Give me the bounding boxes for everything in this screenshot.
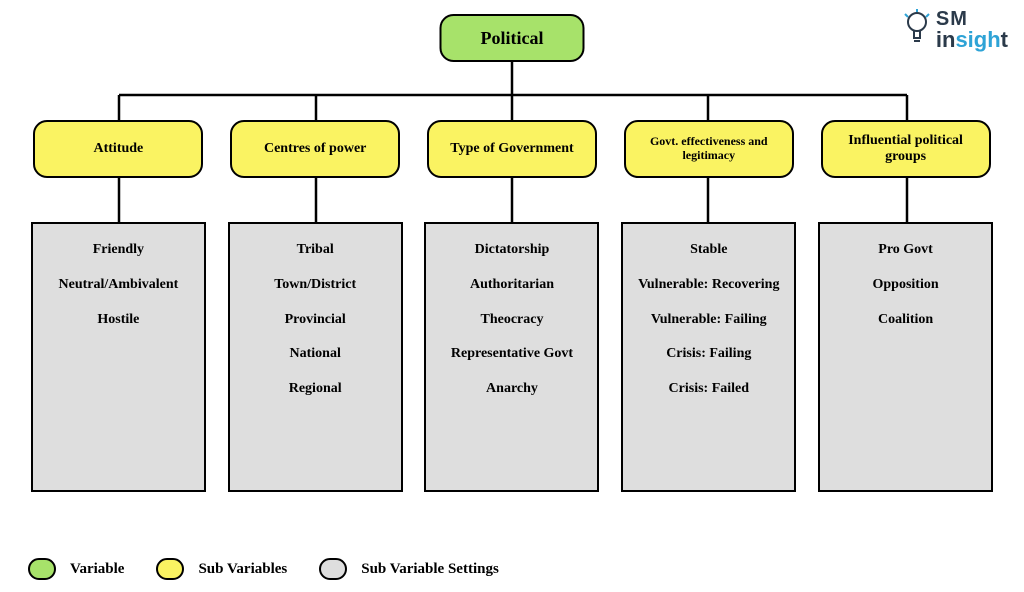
setting-item: Coalition: [826, 312, 985, 329]
logo-text-bottom: insight: [936, 29, 1008, 51]
branch-type-of-government: Type of Government Dictatorship Authorita…: [424, 120, 601, 492]
setting-item: Town/District: [236, 277, 395, 294]
setting-item: Stable: [629, 242, 788, 259]
legend-label: Variable: [70, 561, 124, 578]
legend-label: Sub Variable Settings: [361, 561, 499, 578]
setting-item: Theocracy: [432, 312, 591, 329]
subvariable-node: Govt. effectiveness and legitimacy: [624, 120, 794, 178]
setting-item: Crisis: Failing: [629, 346, 788, 363]
setting-item: Hostile: [39, 312, 198, 329]
logo-text-top: SM: [936, 9, 1008, 29]
subvariable-node: Attitude: [33, 120, 203, 178]
root-variable-node: Political: [440, 14, 585, 62]
branch-centres-of-power: Centres of power Tribal Town/District Prov…: [227, 120, 404, 492]
settings-box: Stable Vulnerable: Recovering Vulnerable: …: [621, 222, 796, 492]
settings-box: Friendly Neutral/Ambivalent Hostile: [31, 222, 206, 492]
legend-label: Sub Variables: [198, 561, 287, 578]
setting-item: Provincial: [236, 312, 395, 329]
settings-box: Tribal Town/District Provincial National Reg…: [228, 222, 403, 492]
settings-box: Dictatorship Authoritarian Theocracy Repres…: [424, 222, 599, 492]
subvariable-node: Type of Government: [427, 120, 597, 178]
branch-attitude: Attitude Friendly Neutral/Ambivalent Hosti…: [30, 120, 207, 492]
legend-swatch-settings: [319, 558, 347, 580]
setting-item: Tribal: [236, 242, 395, 259]
subvariable-node: Influential political groups: [821, 120, 991, 178]
setting-item: Pro Govt: [826, 242, 985, 259]
branch-govt-effectiveness: Govt. effectiveness and legitimacy Stabl…: [620, 120, 797, 492]
setting-item: Vulnerable: Failing: [629, 312, 788, 329]
settings-box: Pro Govt Opposition Coalition: [818, 222, 993, 492]
setting-item: Regional: [236, 381, 395, 398]
setting-item: Dictatorship: [432, 242, 591, 259]
setting-item: Representative Govt: [432, 346, 591, 363]
lightbulb-icon: [903, 8, 931, 51]
setting-item: Anarchy: [432, 381, 591, 398]
setting-item: Authoritarian: [432, 277, 591, 294]
branch-influential-groups: Influential political groups Pro Govt Opp…: [817, 120, 994, 492]
brand-logo: SM insight: [903, 8, 1008, 51]
legend: Variable Sub Variables Sub Variable Sett…: [28, 558, 517, 580]
branch-row: Attitude Friendly Neutral/Ambivalent Hosti…: [0, 120, 1024, 492]
legend-swatch-variable: [28, 558, 56, 580]
setting-item: Neutral/Ambivalent: [39, 277, 198, 294]
setting-item: Opposition: [826, 277, 985, 294]
setting-item: Friendly: [39, 242, 198, 259]
setting-item: Vulnerable: Recovering: [629, 277, 788, 294]
setting-item: Crisis: Failed: [629, 381, 788, 398]
setting-item: National: [236, 346, 395, 363]
legend-swatch-subvariable: [156, 558, 184, 580]
subvariable-node: Centres of power: [230, 120, 400, 178]
